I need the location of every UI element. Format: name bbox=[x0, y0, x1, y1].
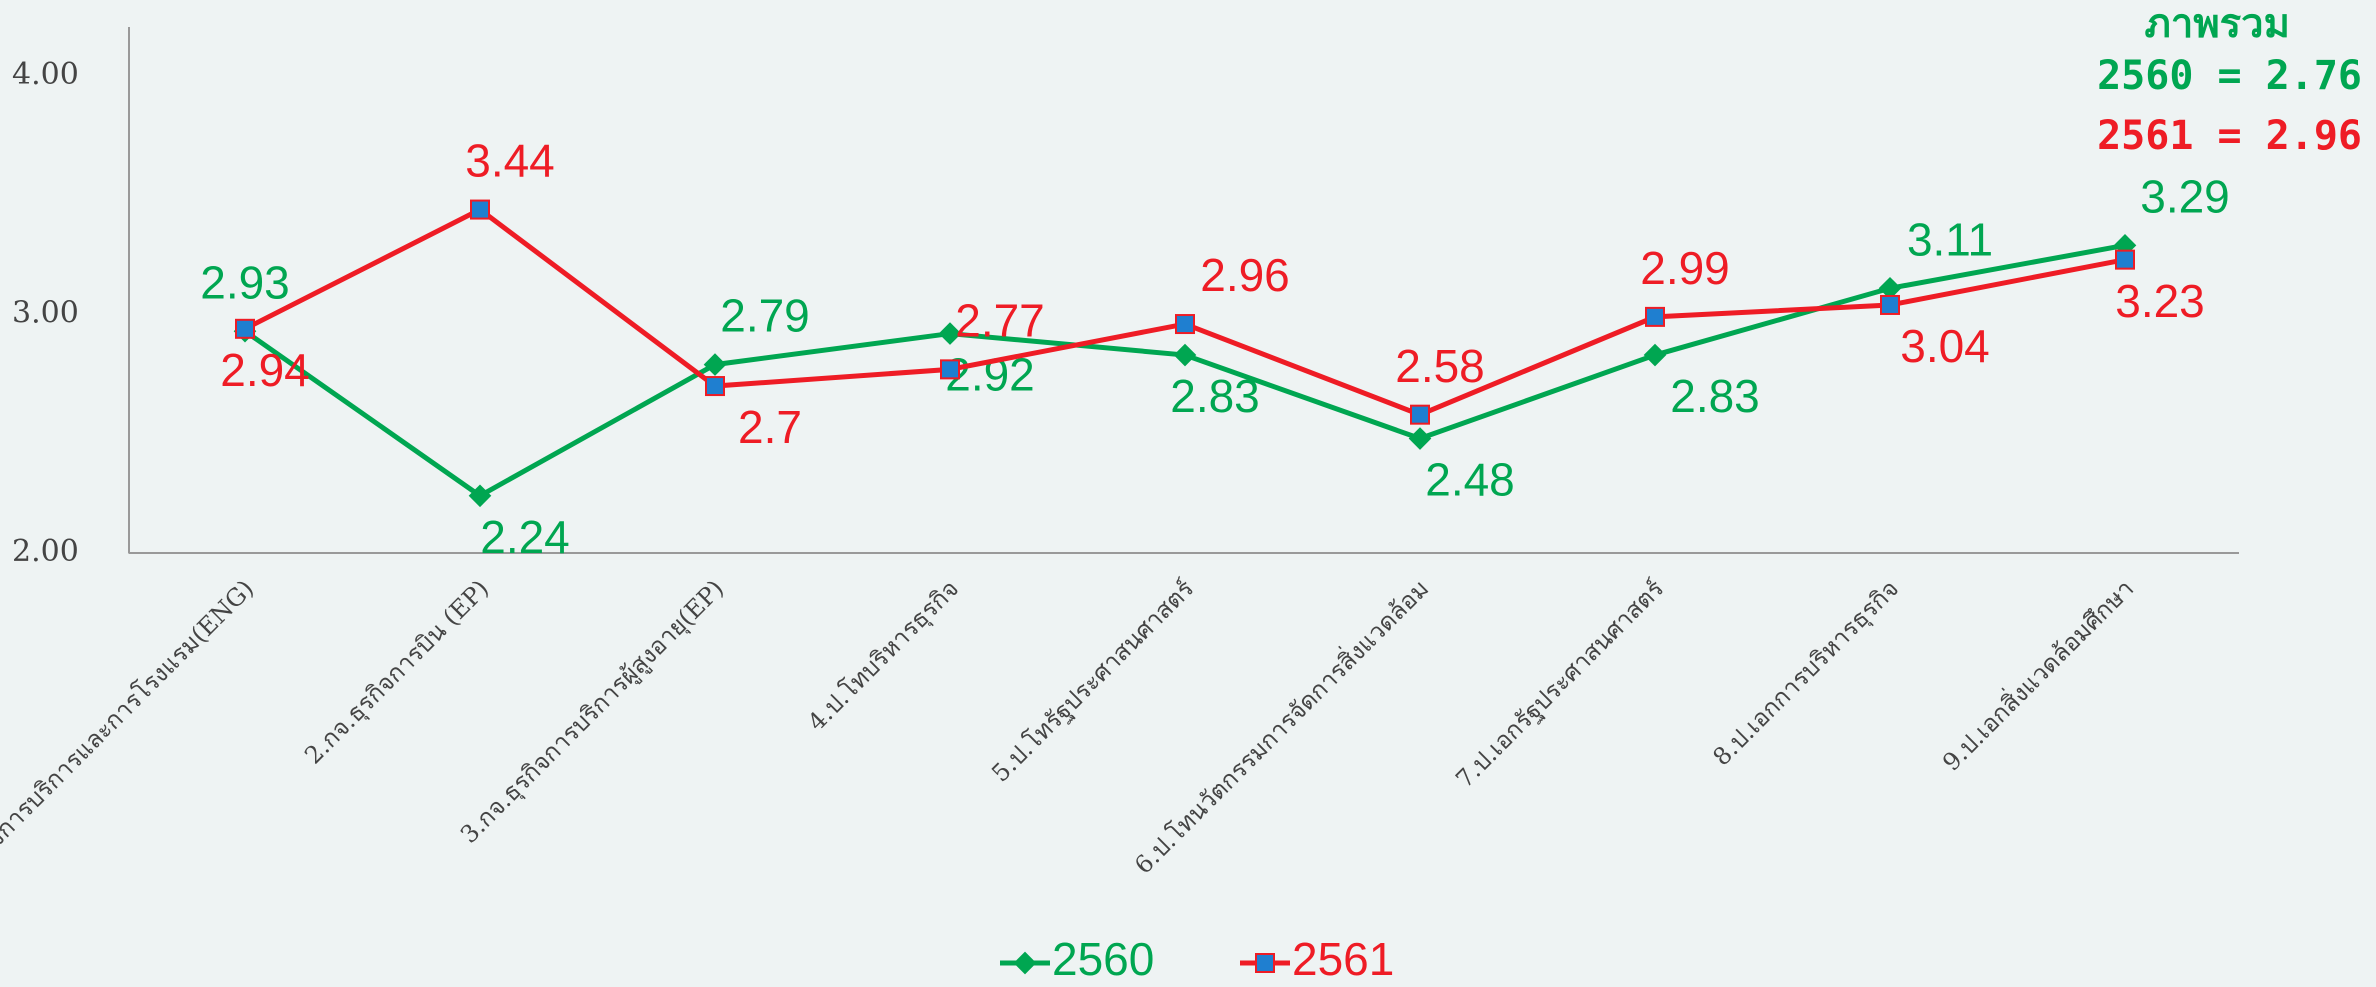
marker bbox=[468, 484, 492, 508]
y-tick-label: 3.00 bbox=[12, 296, 79, 331]
x-tick-label: 5.ป.โทรัฐประศาสนศาสตร์ bbox=[986, 574, 1199, 787]
x-tick-label: 4.ป.โทบริหารธุรกิจ bbox=[802, 574, 965, 737]
data-label: 2.83 bbox=[1670, 370, 1760, 422]
marker bbox=[1645, 306, 1665, 327]
marker bbox=[703, 353, 727, 376]
x-tick-label: 8.ป.เอกการบริหารธุรกิจ bbox=[1707, 574, 1904, 771]
legend-marker bbox=[1013, 951, 1037, 975]
legend-marker bbox=[1255, 953, 1275, 973]
summary-2561: 2561 = 2.96 bbox=[2097, 113, 2362, 159]
y-tick-label: 2.00 bbox=[12, 534, 79, 569]
marker bbox=[1410, 404, 1430, 425]
data-label: 3.11 bbox=[1907, 213, 1993, 265]
marker bbox=[1175, 314, 1195, 335]
marker bbox=[1880, 294, 1900, 315]
data-label: 2.94 bbox=[220, 344, 310, 396]
summary-title: ภาพรวม bbox=[2144, 1, 2290, 47]
data-label: 2.83 bbox=[1170, 370, 1260, 422]
data-label: 3.44 bbox=[465, 135, 555, 187]
data-label: 2.93 bbox=[200, 256, 290, 308]
data-label: 2.24 bbox=[480, 511, 570, 563]
marker bbox=[1173, 343, 1197, 367]
x-tick-label: 3.กจ.ธุรกิจการบริการผู้สูงอายุ(EP) bbox=[455, 574, 730, 849]
legend-label: 2561 bbox=[1292, 933, 1394, 985]
marker bbox=[1643, 343, 1667, 367]
marker bbox=[235, 318, 255, 339]
x-tick-label: 7.ป.เอกรัฐประศาสนศาสตร์ bbox=[1450, 574, 1669, 793]
marker bbox=[938, 322, 962, 345]
marker bbox=[705, 376, 725, 397]
data-label: 2.99 bbox=[1640, 242, 1730, 294]
marker bbox=[1878, 276, 1902, 300]
data-label: 2.77 bbox=[955, 295, 1045, 347]
data-label: 2.79 bbox=[720, 290, 810, 342]
data-label: 3.04 bbox=[1900, 320, 1990, 372]
data-label: 2.96 bbox=[1200, 249, 1290, 301]
legend-label: 2560 bbox=[1052, 933, 1154, 985]
x-tick-label: 9.ป.เอกสิ่งแวดล้อมศึกษา bbox=[1935, 572, 2139, 776]
marker bbox=[940, 359, 960, 380]
marker bbox=[2115, 249, 2135, 270]
x-tick-label: 1.กจ.ธุรกิจการบริการและการโรงแรม(ENG) bbox=[0, 574, 260, 925]
data-label: 3.29 bbox=[2140, 170, 2230, 222]
data-label: 2.58 bbox=[1395, 340, 1485, 392]
data-label: 2.48 bbox=[1425, 454, 1515, 506]
marker bbox=[470, 199, 490, 220]
y-tick-label: 4.00 bbox=[12, 57, 79, 92]
x-tick-label: 2.กจ.ธุรกิจการบิน (EP) bbox=[299, 574, 495, 770]
summary-2560: 2560 = 2.76 bbox=[2097, 53, 2362, 99]
marker bbox=[1408, 427, 1432, 450]
data-label: 2.7 bbox=[738, 401, 802, 453]
data-label: 3.23 bbox=[2115, 275, 2205, 327]
